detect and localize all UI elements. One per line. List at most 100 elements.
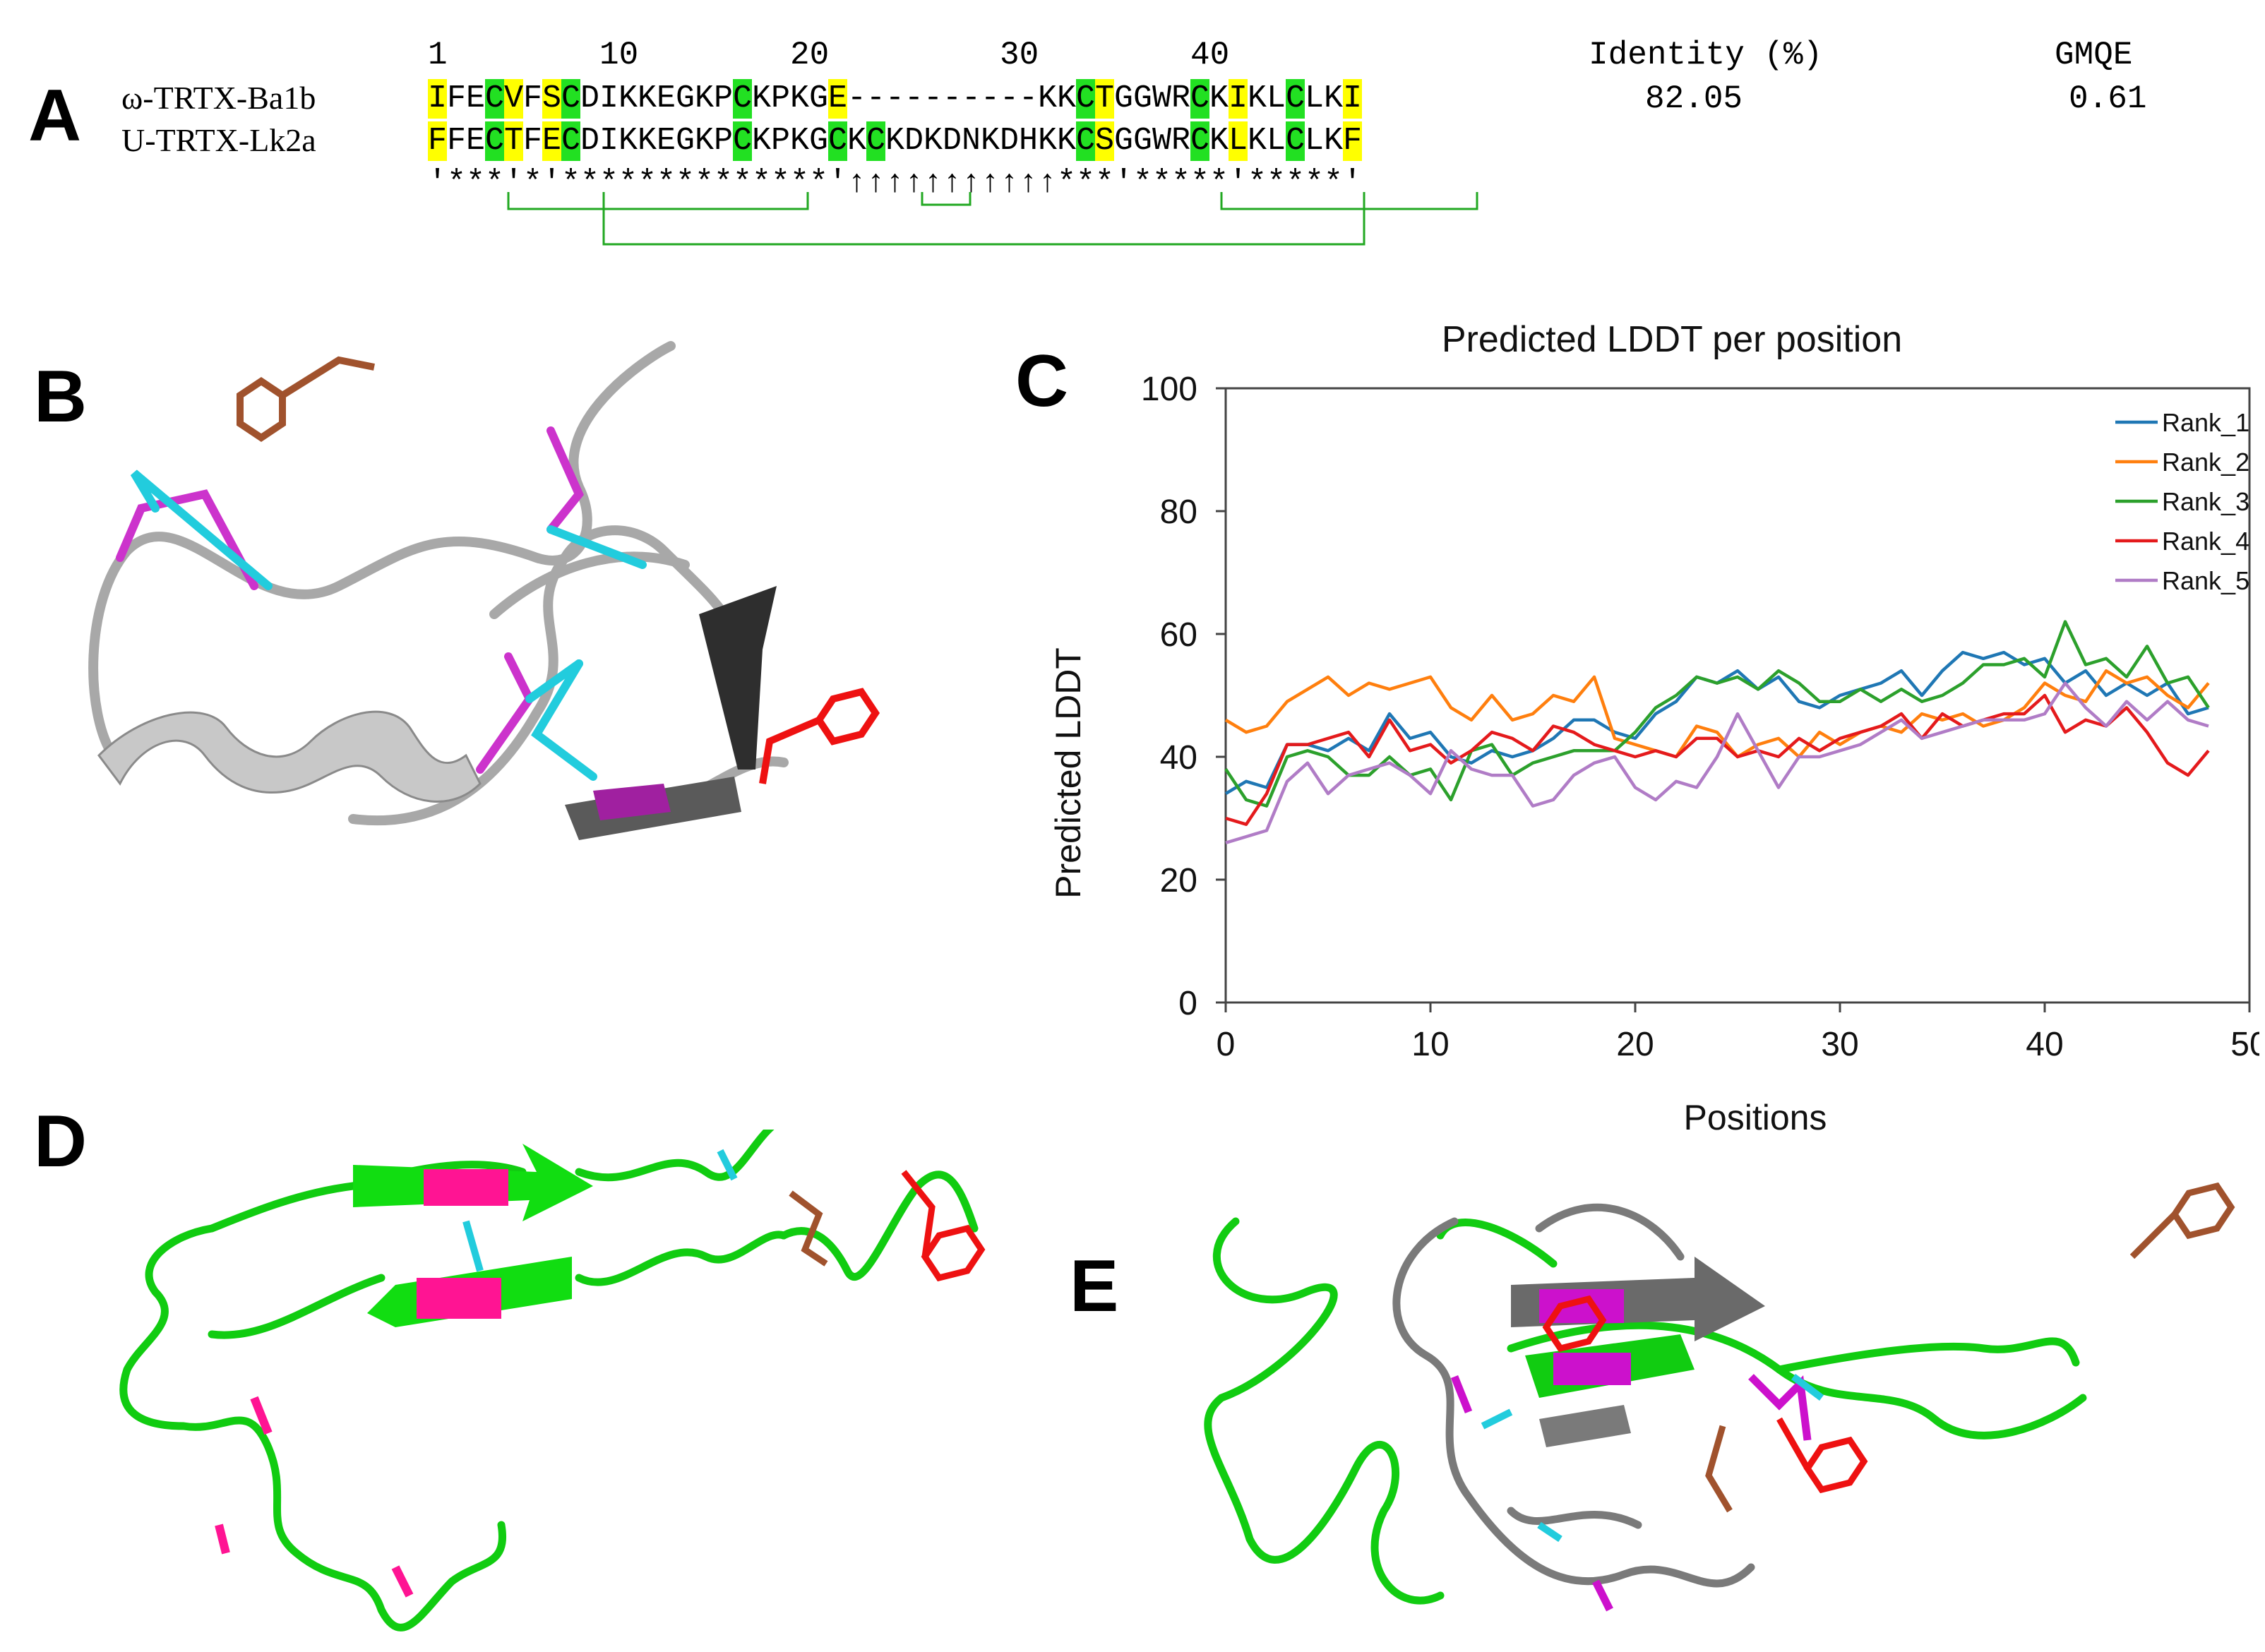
conservation-mark: * [1267, 165, 1286, 201]
panel-label-b: B [34, 356, 88, 438]
panel-label-c: C [1015, 340, 1069, 422]
residue: E [542, 121, 561, 161]
chart-legend: Rank_1 Rank_2 Rank_3 Rank_4 Rank_5 [2115, 408, 2249, 595]
x-tick-label: 0 [1217, 1026, 1236, 1063]
conservation-mark: ↑ [981, 165, 1000, 201]
y-tick-label: 0 [1178, 985, 1197, 1022]
residue: C [485, 121, 504, 161]
residue: G [1114, 80, 1134, 116]
residue: L [1267, 80, 1286, 116]
y-tick-label: 60 [1160, 616, 1197, 654]
conservation-mark: ↑ [943, 165, 962, 201]
residue: K [981, 123, 1000, 159]
residue: K [790, 123, 810, 159]
conservation-mark: * [638, 165, 657, 201]
residue: E [657, 80, 676, 116]
residue: - [866, 80, 886, 116]
conservation-mark: ↑ [962, 165, 981, 201]
x-tick-label: 40 [2026, 1026, 2063, 1063]
residue: F [447, 80, 467, 116]
residue: G [809, 80, 829, 116]
legend-label: Rank_4 [2162, 527, 2249, 556]
residue: E [657, 123, 676, 159]
residue: G [676, 80, 695, 116]
residue: E [466, 123, 486, 159]
conservation-mark: * [1133, 165, 1153, 201]
residue: I [428, 79, 447, 119]
residue: - [943, 80, 962, 116]
legend-label: Rank_1 [2162, 408, 2249, 437]
residue: I [599, 123, 619, 159]
residue: K [1038, 123, 1058, 159]
gmqe-value: 0.61 [2069, 80, 2147, 117]
residue: S [542, 79, 561, 119]
residue: P [714, 123, 734, 159]
chart-title: Predicted LDDT per position [1442, 319, 1902, 360]
residue: F [523, 123, 543, 159]
residue: K [695, 123, 715, 159]
conservation-mark: ' [542, 165, 562, 201]
residue: K [1209, 123, 1229, 159]
residue: C [1076, 79, 1095, 119]
residue: D [580, 123, 600, 159]
panel-label-d: D [34, 1101, 88, 1183]
residue: C [485, 79, 504, 119]
residue: N [962, 123, 981, 159]
conservation-mark: * [1152, 165, 1172, 201]
y-axis-label: Predicted LDDT [1048, 647, 1088, 899]
conservation-mark: * [599, 165, 619, 201]
residue: G [809, 123, 829, 159]
helix [97, 710, 482, 803]
conservation-mark: ↑ [1019, 165, 1039, 201]
conservation-mark: * [733, 165, 753, 201]
conservation-mark: * [1171, 165, 1191, 201]
conservation-mark: ' [1343, 165, 1363, 201]
conservation-mark: ↑ [847, 165, 867, 201]
residue: K [1324, 123, 1344, 159]
series-line-rank-3 [1224, 620, 2210, 808]
conservation-mark: ' [1229, 165, 1248, 201]
conservation-mark: * [580, 165, 600, 201]
conservation-mark: * [561, 165, 581, 201]
residue: F [523, 80, 543, 116]
residue: E [466, 80, 486, 116]
conservation-mark: * [657, 165, 676, 201]
residue: D [943, 123, 962, 159]
x-axis-label: Positions [1684, 1098, 1827, 1137]
plot-area [1226, 388, 2259, 1094]
sequence-name-1: ω-TRTX-Ba1b [121, 80, 316, 116]
conservation-mark: * [714, 165, 734, 201]
residue: I [1343, 79, 1362, 119]
conservation-mark: * [695, 165, 715, 201]
conservation-mark: ↑ [885, 165, 905, 201]
residue: P [771, 123, 791, 159]
residue: W [1152, 80, 1172, 116]
sequence-name-2: U-TRTX-Lk2a [121, 122, 316, 158]
y-tick-label: 20 [1160, 862, 1197, 899]
residue: - [981, 80, 1000, 116]
residue: H [1019, 123, 1039, 159]
residue: L [1229, 121, 1248, 161]
residue: K [618, 123, 638, 159]
conservation-mark: * [1248, 165, 1267, 201]
residue: C [1076, 121, 1095, 161]
residue: S [1095, 121, 1114, 161]
residue: C [1286, 121, 1305, 161]
residue: D [904, 123, 924, 159]
conservation-mark: * [485, 165, 505, 201]
residue: R [1171, 123, 1191, 159]
conservation-mark: * [809, 165, 829, 201]
residue: K [1209, 80, 1229, 116]
residue: K [847, 123, 867, 159]
residue: K [1248, 80, 1267, 116]
conservation-mark: * [1057, 165, 1077, 201]
residue: - [1000, 80, 1020, 116]
conservation-mark: * [676, 165, 695, 201]
residue: F [428, 121, 447, 161]
conservation-mark: ' [828, 165, 848, 201]
residue: C [866, 121, 885, 161]
residue: C [733, 79, 752, 119]
residue: R [1171, 80, 1191, 116]
identity-value: 82.05 [1645, 80, 1743, 117]
x-tick-label: 50 [2230, 1026, 2259, 1063]
